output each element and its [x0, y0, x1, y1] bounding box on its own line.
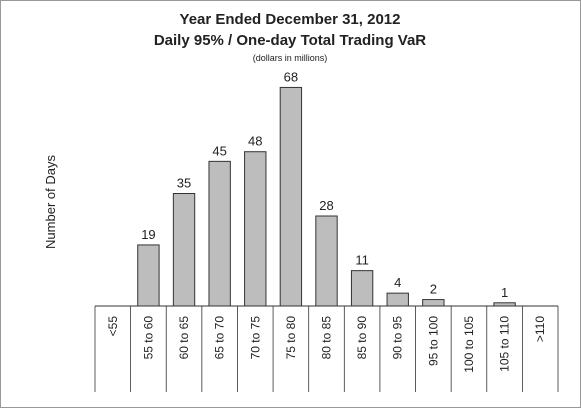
x-tick-label: 85 to 90 [355, 316, 369, 360]
data-label: 19 [141, 227, 155, 242]
x-tick-label: 95 to 100 [426, 316, 440, 366]
x-tick-label: 100 to 105 [462, 316, 476, 373]
chart-note: (dollars in millions) [253, 53, 328, 63]
bar [244, 151, 267, 307]
chart-title: Year Ended December 31, 2012 [180, 11, 401, 28]
x-tick-label: 80 to 85 [320, 316, 334, 360]
x-tick-label: 60 to 65 [177, 316, 191, 360]
data-label: 4 [394, 275, 401, 290]
bar [137, 244, 160, 307]
x-tick-label: 75 to 80 [284, 316, 298, 360]
x-tick-label: 55 to 60 [141, 316, 155, 360]
x-tick-label: 105 to 110 [498, 316, 512, 372]
bar [172, 193, 196, 307]
data-label: 11 [355, 253, 369, 268]
bar [350, 270, 374, 307]
bar [422, 299, 445, 307]
bar [279, 86, 303, 307]
chart-subtitle: Daily 95% / One-day Total Trading VaR [154, 32, 426, 49]
data-label: 45 [212, 143, 226, 158]
x-tick-label: 90 to 95 [391, 316, 405, 360]
y-axis-label: Number of Days [43, 155, 58, 249]
data-label: 48 [248, 134, 262, 149]
x-tick-label: <55 [106, 316, 120, 337]
data-label: 35 [177, 176, 191, 191]
data-label: 2 [430, 282, 437, 297]
data-label: 1 [501, 285, 508, 300]
x-tick-label: 70 to 75 [248, 316, 262, 360]
x-tick-label: 65 to 70 [213, 316, 227, 360]
bar [493, 302, 516, 307]
bar [386, 292, 409, 307]
data-label: 68 [284, 69, 298, 84]
bar [315, 215, 338, 307]
data-label: 28 [319, 198, 333, 213]
bar [208, 160, 231, 307]
x-tick-label: >110 [533, 316, 547, 342]
